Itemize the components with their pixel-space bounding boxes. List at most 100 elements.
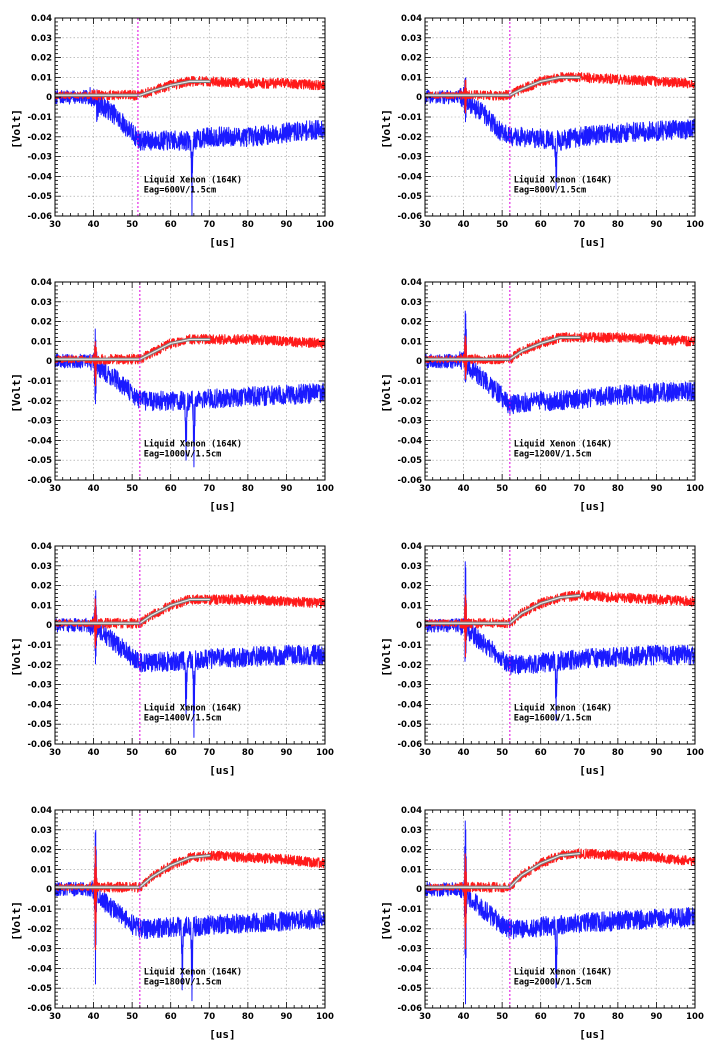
y-tick-label: 0.02: [401, 846, 422, 856]
axis-ticks: [54, 17, 326, 217]
fit-curve-highlight: [55, 338, 210, 360]
plot-area: [55, 75, 325, 216]
y-tick-label: -0.05: [28, 456, 53, 466]
y-tick-label: 0.01: [31, 73, 52, 83]
annotation-field: Eag=800V/1.5cm: [514, 185, 586, 195]
y-tick-label: -0.04: [398, 172, 423, 182]
x-axis-title: [us]: [579, 764, 606, 777]
chart-panel: 30 40 50 60 70 80 90 100 0.04 0.03 0.02 0.01 0 -0.01 -…: [10, 536, 350, 786]
y-tick-label: -0.03: [398, 945, 423, 955]
x-tick-label: 30: [419, 484, 431, 494]
y-tick-label: -0.04: [28, 172, 53, 182]
y-tick-label: 0.04: [401, 14, 422, 24]
fit-curve-highlight: [55, 854, 210, 888]
x-tick-label: 60: [165, 220, 177, 230]
annotation-medium: Liquid Xenon (164K): [514, 174, 612, 185]
y-tick-label: -0.02: [28, 661, 53, 671]
x-tick-label: 40: [88, 220, 100, 230]
x-tick-label: 40: [88, 1012, 100, 1022]
y-tick-label: -0.05: [28, 720, 53, 730]
x-tick-label: 50: [496, 484, 508, 494]
plot-area: [425, 820, 695, 1005]
x-tick-label: 80: [242, 220, 254, 230]
annotation-medium: Liquid Xenon (164K): [514, 702, 612, 713]
y-tick-label: 0.02: [31, 846, 52, 856]
y-tick-label: 0.03: [31, 34, 52, 44]
red-series-line: [55, 846, 325, 951]
y-tick-label: -0.03: [398, 681, 423, 691]
chart-svg: 30 40 50 60 70 80 90 100 0.04 0.03 0.02 0.01 0 -0.01 -…: [380, 542, 704, 777]
y-tick-label: -0.01: [398, 905, 423, 915]
y-tick-label: -0.06: [398, 1004, 423, 1014]
y-tick-label: 0.01: [31, 337, 52, 347]
chart-svg: 30 40 50 60 70 80 90 100 0.04 0.03 0.02 0.01 0 -0.01 -…: [380, 806, 704, 1041]
y-tick-label: 0.04: [401, 542, 422, 552]
x-axis-title: [us]: [579, 236, 606, 249]
red-series-line: [55, 333, 325, 387]
x-tick-label: 50: [496, 1012, 508, 1022]
x-tick-label: 90: [281, 1012, 293, 1022]
y-axis-title: [Volt]: [380, 109, 393, 149]
plot-area: [425, 71, 695, 190]
y-tick-label: -0.02: [28, 397, 53, 407]
fit-curve-highlight: [425, 594, 580, 624]
x-tick-label: 70: [573, 484, 585, 494]
x-tick-label: 50: [126, 1012, 138, 1022]
annotation-medium: Liquid Xenon (164K): [514, 438, 612, 449]
chart-panel: 30 40 50 60 70 80 90 100 0.04 0.03 0.02 0.01 0 -0.01 -…: [380, 536, 720, 786]
y-tick-label: -0.01: [398, 377, 423, 387]
axis-ticks: [54, 545, 326, 745]
y-tick-label: -0.04: [398, 700, 423, 710]
x-tick-label: 80: [612, 1012, 624, 1022]
x-axis-title: [us]: [579, 500, 606, 513]
annotation-field: Eag=1200V/1.5cm: [514, 449, 592, 459]
y-tick-label: 0: [416, 621, 422, 631]
annotation-field: Eag=1600V/1.5cm: [514, 713, 592, 723]
x-tick-label: 60: [165, 1012, 177, 1022]
chart-panel: 30 40 50 60 70 80 90 100 0.04 0.03 0.02 0.01 0 -0.01 -…: [10, 8, 350, 258]
y-tick-label: 0: [416, 93, 422, 103]
y-axis-title: [Volt]: [380, 901, 393, 941]
blue-series-line: [55, 590, 325, 738]
red-series-line: [55, 594, 325, 649]
x-tick-label: 30: [419, 748, 431, 758]
fit-curve-highlight: [55, 80, 210, 96]
x-tick-label: 100: [316, 748, 334, 758]
y-tick-label: -0.06: [28, 476, 53, 486]
x-tick-label: 60: [535, 220, 547, 230]
x-tick-label: 70: [573, 1012, 585, 1022]
y-tick-label: -0.03: [28, 153, 53, 163]
y-tick-label: -0.06: [28, 1004, 53, 1014]
axis-ticks: [424, 281, 696, 481]
chart-panel: 30 40 50 60 70 80 90 100 0.04 0.03 0.02 0.01 0 -0.01 -…: [380, 8, 720, 258]
x-tick-label: 100: [686, 1012, 704, 1022]
x-tick-label: 100: [686, 484, 704, 494]
y-tick-label: 0.04: [401, 278, 422, 288]
y-tick-label: -0.05: [398, 192, 423, 202]
y-tick-label: -0.06: [398, 212, 423, 222]
x-tick-label: 30: [49, 1012, 61, 1022]
blue-series-line: [55, 86, 325, 216]
y-tick-label: 0.04: [31, 278, 52, 288]
plot-area: [425, 310, 695, 416]
y-tick-label: -0.02: [398, 397, 423, 407]
y-tick-label: 0.01: [401, 601, 422, 611]
y-tick-label: 0.02: [31, 54, 52, 64]
fit-curve-highlight: [425, 336, 580, 360]
x-tick-label: 90: [281, 484, 293, 494]
x-tick-label: 60: [165, 484, 177, 494]
y-tick-label: 0.03: [401, 34, 422, 44]
annotation-field: Eag=1000V/1.5cm: [144, 449, 222, 459]
annotation-medium: Liquid Xenon (164K): [144, 174, 242, 185]
blue-series-line: [425, 561, 695, 722]
y-tick-label: -0.04: [398, 964, 423, 974]
y-tick-label: 0.04: [31, 14, 52, 24]
plot-area: [55, 590, 325, 738]
y-tick-label: 0.03: [31, 562, 52, 572]
x-axis-title: [us]: [209, 764, 236, 777]
annotation-medium: Liquid Xenon (164K): [514, 966, 612, 977]
y-tick-label: -0.05: [28, 984, 53, 994]
x-tick-label: 40: [458, 220, 470, 230]
chart-svg: 30 40 50 60 70 80 90 100 0.04 0.03 0.02 0.01 0 -0.01 -…: [10, 14, 334, 249]
